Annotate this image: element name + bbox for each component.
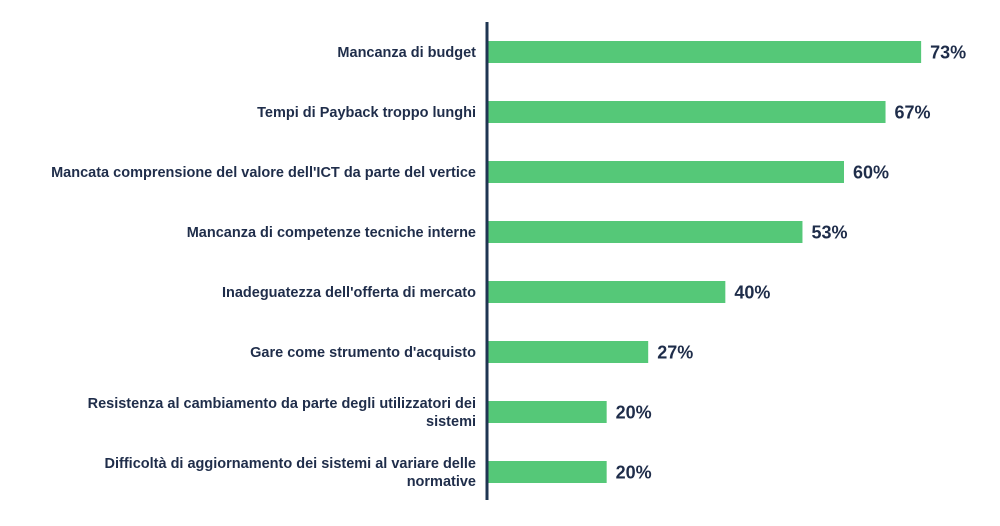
category-label-line: normative	[407, 474, 476, 490]
value-label-3: 53%	[811, 223, 847, 243]
category-label-2: Mancata comprensione del valore dell'ICT…	[51, 165, 476, 181]
value-label-6: 20%	[616, 403, 652, 423]
category-label-line: Mancanza di competenze tecniche interne	[187, 225, 476, 241]
bar-0	[488, 41, 922, 63]
category-label-6: Resistenza al cambiamento da parte degli…	[88, 396, 476, 430]
category-label-line: Tempi di Payback troppo lunghi	[257, 105, 476, 121]
value-label-4: 40%	[734, 283, 770, 303]
category-label-line: Mancanza di budget	[337, 45, 476, 61]
category-label-4: Inadeguatezza dell'offerta di mercato	[222, 285, 476, 301]
bars-layer	[488, 41, 922, 483]
category-label-5: Gare come strumento d'acquisto	[250, 345, 476, 361]
value-labels: 73% 67% 60% 53% 40% 27% 20% 20%	[616, 43, 966, 483]
bar-2	[488, 161, 844, 183]
category-label-line: Mancata comprensione del valore dell'ICT…	[51, 165, 476, 181]
category-label-line: Gare come strumento d'acquisto	[250, 345, 476, 361]
value-label-0: 73%	[930, 43, 966, 63]
value-label-7: 20%	[616, 463, 652, 483]
category-label-line: Inadeguatezza dell'offerta di mercato	[222, 285, 476, 301]
category-label-1: Tempi di Payback troppo lunghi	[257, 105, 476, 121]
category-label-line: Resistenza al cambiamento da parte degli…	[88, 396, 476, 412]
category-label-0: Mancanza di budget	[337, 45, 476, 61]
bar-4	[488, 281, 726, 303]
value-label-1: 67%	[895, 103, 931, 123]
category-label-line: sistemi	[426, 414, 476, 430]
bar-3	[488, 221, 803, 243]
bar-7	[488, 461, 607, 483]
value-label-2: 60%	[853, 163, 889, 183]
bar-6	[488, 401, 607, 423]
value-label-5: 27%	[657, 343, 693, 363]
category-label-7: Difficoltà di aggiornamento dei sistemi …	[105, 456, 476, 490]
bar-1	[488, 101, 886, 123]
bar-5	[488, 341, 649, 363]
category-labels: Mancanza di budget Tempi di Payback tropp…	[51, 45, 476, 490]
category-label-line: Difficoltà di aggiornamento dei sistemi …	[105, 456, 476, 472]
category-label-3: Mancanza di competenze tecniche interne	[187, 225, 476, 241]
